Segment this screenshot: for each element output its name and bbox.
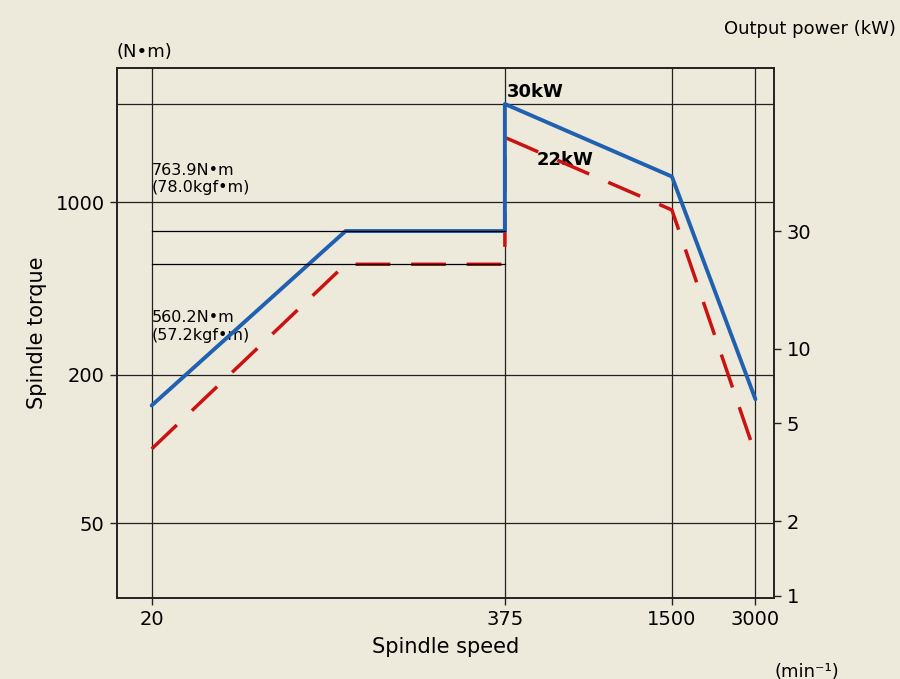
Text: 763.9N•m
(78.0kgf•m): 763.9N•m (78.0kgf•m) [152,162,250,195]
Text: 22kW: 22kW [537,151,594,169]
Text: 560.2N•m
(57.2kgf•m): 560.2N•m (57.2kgf•m) [152,310,250,343]
Text: Output power (kW): Output power (kW) [724,20,896,39]
Text: (N•m): (N•m) [117,43,173,61]
Text: 30kW: 30kW [508,83,564,100]
Y-axis label: Spindle torque: Spindle torque [27,257,47,409]
X-axis label: Spindle speed: Spindle speed [372,638,519,657]
Text: (min⁻¹): (min⁻¹) [774,663,839,679]
